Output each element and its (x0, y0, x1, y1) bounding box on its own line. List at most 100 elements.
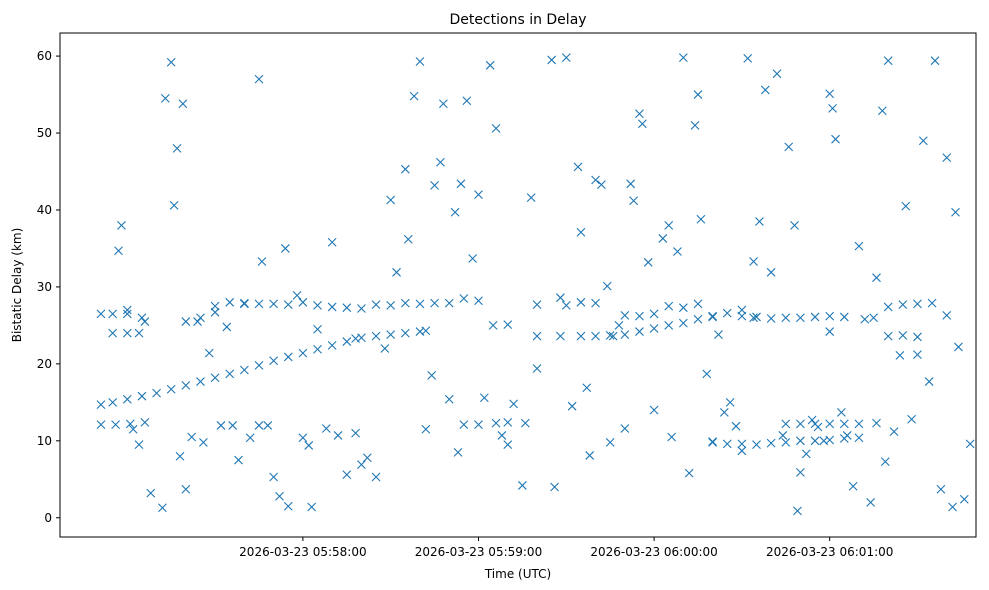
data-point (690, 120, 700, 130)
data-point (927, 298, 937, 308)
data-point (842, 431, 852, 440)
data-point (187, 432, 197, 442)
data-point (714, 330, 723, 340)
data-point (708, 437, 718, 446)
data-point (649, 324, 659, 333)
data-point (313, 324, 322, 334)
data-point (883, 331, 893, 341)
data-point (254, 299, 264, 309)
data-point (825, 419, 835, 429)
y-tick-label: 50 (37, 126, 52, 140)
data-point (313, 344, 322, 354)
data-point (210, 307, 220, 317)
data-point (254, 421, 264, 430)
data-point (280, 244, 290, 253)
x-tick-label: 2026-03-23 05:58:00 (239, 545, 366, 559)
data-point (427, 371, 437, 380)
data-point (880, 457, 890, 466)
data-point (591, 175, 600, 185)
data-point (96, 309, 106, 319)
data-point (146, 488, 156, 498)
y-tick-label: 40 (37, 203, 52, 217)
data-point (664, 220, 674, 230)
data-point (567, 401, 577, 411)
data-point (181, 484, 191, 494)
data-point (532, 364, 542, 373)
data-point (357, 333, 366, 343)
data-point (351, 428, 360, 438)
data-point (474, 296, 483, 306)
data-point (854, 419, 864, 429)
data-point (96, 400, 106, 410)
data-point (166, 57, 176, 67)
data-point (456, 179, 466, 189)
y-tick-label: 10 (37, 434, 52, 448)
y-tick-label: 60 (37, 49, 52, 63)
data-point (807, 415, 817, 425)
data-point (749, 257, 758, 266)
data-point (128, 424, 138, 434)
data-point (175, 451, 185, 461)
data-point (576, 331, 586, 341)
data-point (111, 420, 120, 430)
data-point (907, 414, 917, 424)
data-point (491, 418, 501, 428)
data-point (576, 297, 586, 307)
y-axis-label: Bistatic Delay (km) (10, 228, 24, 343)
data-point (275, 491, 284, 501)
data-point (635, 109, 644, 119)
data-point (158, 503, 167, 513)
data-point (693, 299, 703, 309)
data-point (913, 332, 922, 342)
data-point (781, 437, 791, 447)
data-point (737, 305, 747, 315)
data-point (766, 438, 776, 448)
data-point (125, 419, 135, 429)
data-point (140, 417, 150, 427)
data-point (667, 432, 677, 442)
data-point (313, 301, 322, 310)
data-point (608, 331, 618, 341)
data-point (430, 180, 439, 190)
data-point (444, 298, 454, 308)
data-point (181, 317, 191, 326)
data-point (954, 342, 963, 352)
data-point (169, 200, 179, 210)
data-point (392, 267, 401, 277)
data-point (269, 299, 279, 309)
data-point (333, 431, 343, 440)
data-point (298, 297, 308, 307)
data-point (793, 506, 802, 516)
data-point (591, 331, 600, 341)
data-point (453, 447, 463, 457)
data-point (196, 377, 205, 386)
data-point (872, 273, 881, 283)
data-point (491, 124, 501, 133)
data-point (737, 446, 747, 456)
data-point (556, 293, 565, 303)
data-point (225, 369, 235, 379)
data-point (137, 391, 147, 401)
data-point (743, 54, 753, 63)
x-axis-ticks: 2026-03-23 05:58:00 2026-03-23 05:59:00 20… (239, 537, 893, 559)
data-point (196, 313, 205, 323)
data-point (825, 327, 835, 336)
data-point (877, 106, 887, 116)
data-point (796, 436, 805, 446)
data-point (298, 348, 308, 358)
x-tick-label: 2026-03-23 06:01:00 (766, 545, 893, 559)
data-point (386, 301, 396, 310)
data-point (269, 356, 279, 366)
x-axis-label: Time (UTC) (484, 567, 551, 581)
data-point (673, 247, 682, 256)
data-point (518, 481, 527, 490)
data-point (400, 164, 410, 174)
data-point (620, 330, 630, 340)
data-point (664, 301, 674, 311)
data-point (556, 331, 565, 341)
data-point (134, 328, 144, 338)
data-point (901, 201, 911, 211)
data-point (605, 331, 615, 340)
data-point (810, 312, 820, 322)
